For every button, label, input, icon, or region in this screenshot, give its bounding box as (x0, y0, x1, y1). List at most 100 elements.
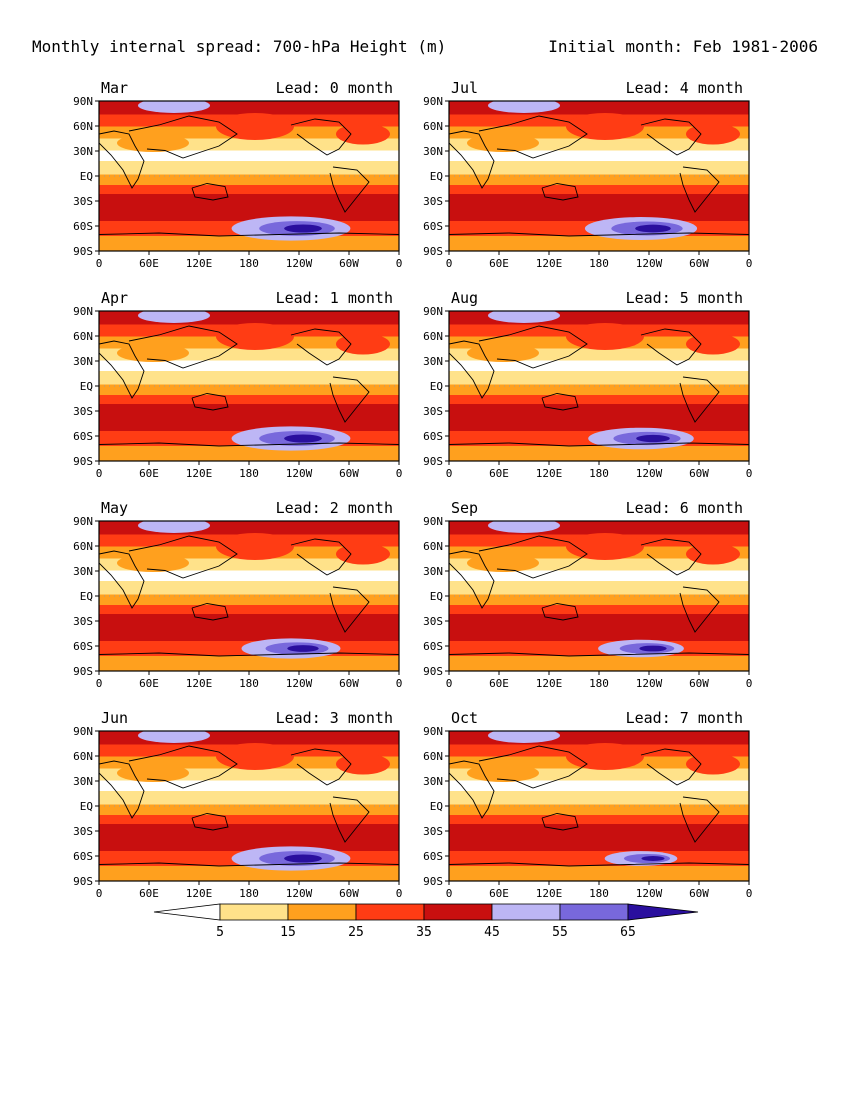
panel-lead-label: Lead: 4 month (626, 79, 743, 97)
lon-tick-label: 120W (286, 257, 313, 270)
lon-tick-label: 0 (396, 467, 403, 480)
north-america-outline (640, 748, 702, 786)
spread-anomaly (216, 113, 294, 140)
spread-band (449, 605, 749, 615)
colorbar-segment (355, 903, 425, 921)
lat-tick-label: 90N (423, 305, 443, 318)
spread-band (99, 570, 399, 582)
lon-tick-label: 0 (746, 677, 753, 690)
lon-tick-label: 0 (746, 467, 753, 480)
coastlines (449, 325, 749, 447)
spread-field (99, 311, 399, 461)
asia-outline (128, 745, 238, 789)
panel-month-label: Mar (101, 79, 128, 97)
africa-outline (99, 340, 145, 399)
spread-band (99, 194, 399, 222)
spread-anomaly (216, 533, 294, 560)
lon-tick-label: 0 (446, 887, 453, 900)
spread-band (99, 384, 399, 396)
lat-tick-label: 60S (423, 430, 443, 443)
spread-anomaly (686, 123, 740, 145)
antarctica-outline (449, 862, 749, 867)
spread-band (99, 866, 399, 881)
north-america-outline (290, 748, 352, 786)
coastlines (449, 745, 749, 867)
south-america-outline (329, 166, 370, 213)
lat-tick-label: EQ (430, 380, 443, 393)
north-america-outline (290, 328, 352, 366)
spread-anomaly (138, 521, 210, 533)
lat-tick-label: EQ (430, 170, 443, 183)
lat-tick-label: 30N (73, 355, 93, 368)
spread-anomaly (566, 113, 644, 140)
lon-tick-label: 0 (96, 677, 103, 690)
spread-band (99, 395, 399, 405)
lat-tick-label: 30N (73, 565, 93, 578)
spread-band (99, 581, 399, 595)
lat-tick-label: 60S (423, 850, 443, 863)
colorbar-label: 5 (216, 925, 224, 940)
lon-tick-label: 0 (446, 257, 453, 270)
spread-band (99, 824, 399, 852)
lon-tick-label: 60W (689, 467, 709, 480)
antarctica-outline (449, 442, 749, 447)
colorbar-segment (423, 903, 493, 921)
lat-tick-label: 30S (423, 825, 443, 838)
australia-outline (191, 393, 229, 411)
colorbar-label: 15 (280, 925, 296, 940)
lon-tick-label: 60E (489, 677, 509, 690)
lon-tick-label: 0 (746, 257, 753, 270)
lon-tick-label: 180 (589, 677, 609, 690)
lat-tick-label: 60N (73, 330, 93, 343)
spread-anomaly (216, 743, 294, 770)
spread-anomaly (336, 543, 390, 565)
spread-anomaly (336, 333, 390, 355)
colorbar-segment (491, 903, 561, 921)
spread-band (99, 371, 399, 385)
lat-tick-label: 60N (423, 330, 443, 343)
lon-tick-label: 60E (489, 467, 509, 480)
spread-band (99, 594, 399, 606)
lat-tick-label: 60N (73, 540, 93, 553)
spread-field (449, 311, 749, 461)
antarctica-outline (99, 442, 399, 447)
spread-band (449, 656, 749, 671)
lat-tick-label: 30S (73, 825, 93, 838)
lon-tick-label: 60W (339, 677, 359, 690)
lon-tick-label: 60E (139, 677, 159, 690)
lat-tick-label: 30N (73, 145, 93, 158)
coastlines (449, 115, 749, 237)
spread-maximum (284, 434, 322, 443)
lat-tick-label: EQ (80, 800, 93, 813)
colorbar-segment (559, 903, 629, 921)
spread-band (99, 780, 399, 792)
colorbar-label: 55 (552, 925, 568, 940)
asia-outline (128, 115, 238, 159)
spread-anomaly (467, 764, 539, 782)
lat-tick-label: 30N (73, 775, 93, 788)
spread-band (449, 384, 749, 396)
spread-maximum (641, 856, 665, 861)
australia-outline (541, 603, 579, 621)
spread-band (449, 446, 749, 461)
lat-tick-label: 30N (423, 775, 443, 788)
lon-tick-label: 60E (139, 467, 159, 480)
spread-anomaly (686, 753, 740, 775)
spread-band (449, 150, 749, 162)
asia-outline (478, 535, 588, 579)
australia-outline (191, 183, 229, 201)
spread-anomaly (117, 554, 189, 572)
lat-tick-label: 90S (423, 455, 443, 468)
lon-tick-label: 0 (396, 677, 403, 690)
lat-tick-label: 60S (73, 220, 93, 233)
antarctica-outline (99, 232, 399, 237)
lon-tick-label: 180 (239, 257, 259, 270)
panel-month-label: Oct (451, 709, 478, 727)
lat-tick-label: 60N (73, 120, 93, 133)
spread-field (99, 521, 399, 671)
panel-lead-label: Lead: 7 month (626, 709, 743, 727)
